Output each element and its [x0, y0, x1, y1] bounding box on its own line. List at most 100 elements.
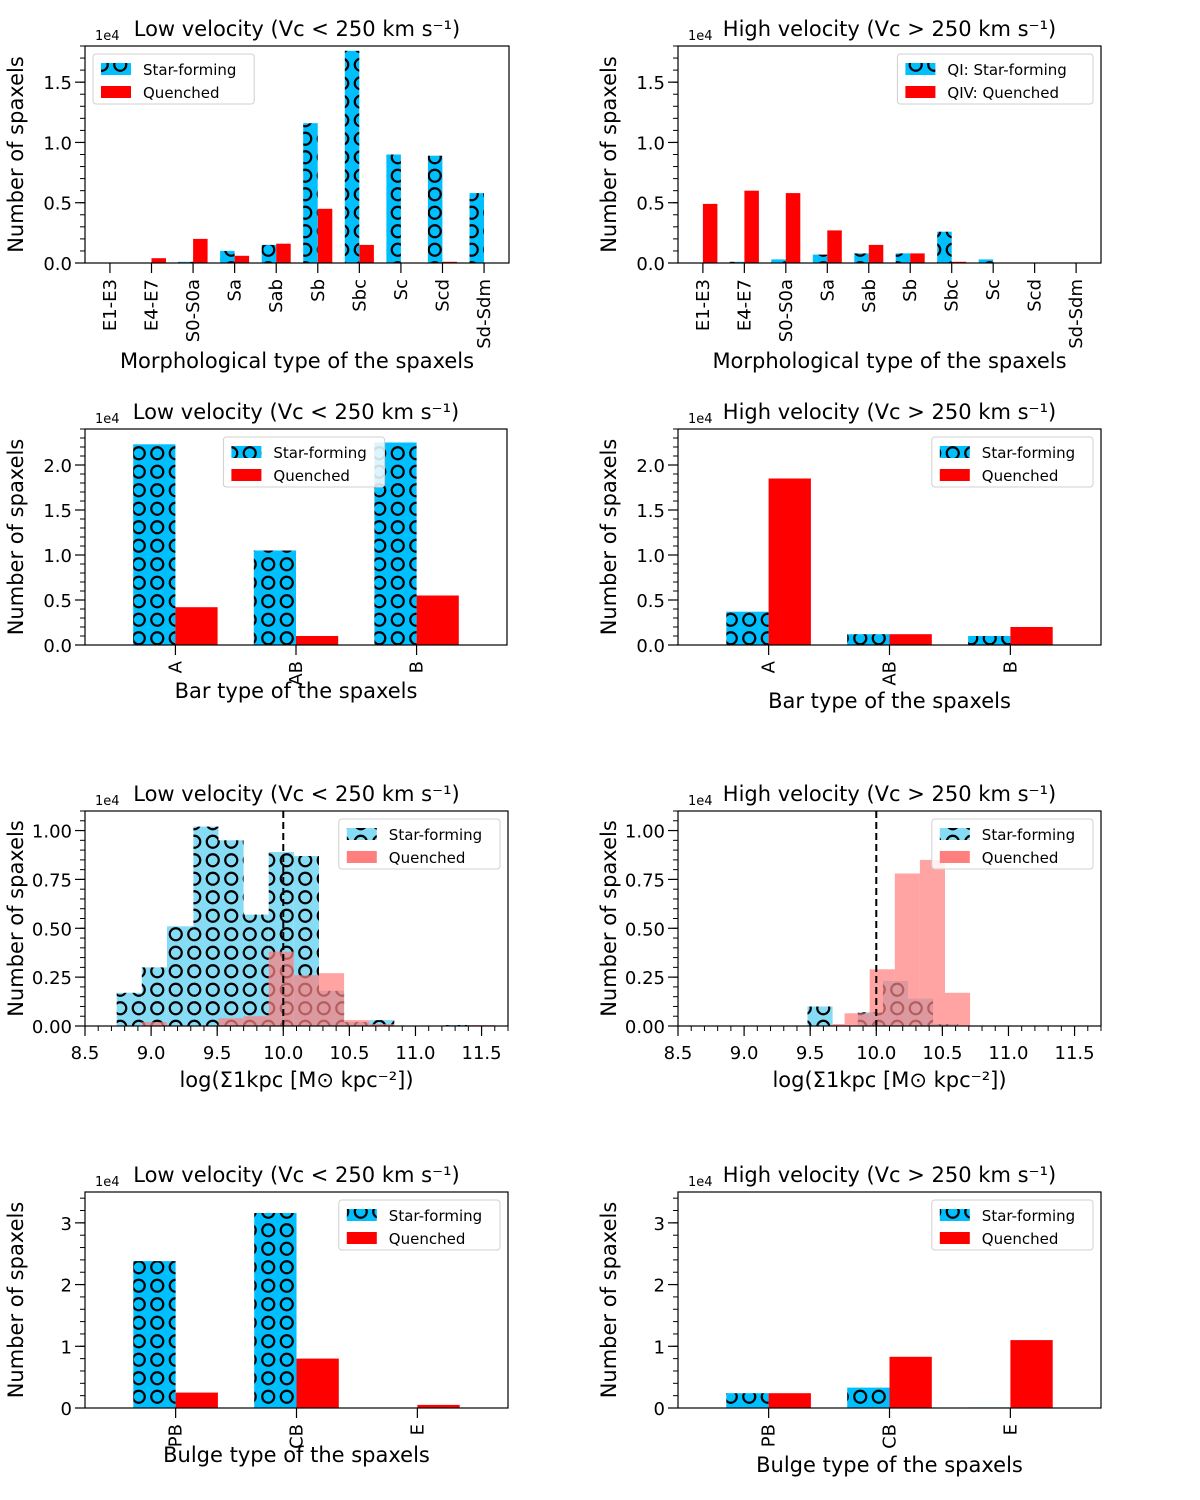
hist-bin-star-forming-10	[369, 1020, 395, 1026]
x-tick-label: 10.0	[263, 1043, 303, 1064]
legend-swatch-quenched	[346, 851, 377, 863]
y-tick-label: 0.5	[43, 591, 72, 612]
y-tick-label: 0.50	[32, 919, 72, 940]
panel-bulge-high: 0 1 2 3 1e4 Number of spaxels PB CB E Bulge type …	[597, 1163, 1102, 1477]
x-axis-label: Bulge type of the spaxels	[163, 1443, 430, 1467]
chart-title: High velocity (Vc > 250 km s⁻¹)	[723, 17, 1056, 41]
bar-quenched-AB	[889, 634, 932, 645]
bar-quenched-Sb	[317, 208, 333, 264]
bar-quenched-E	[417, 1404, 460, 1408]
x-tick-label: E1-E3	[100, 279, 121, 331]
y-tick-label: 1.5	[43, 501, 72, 522]
x-tick-label: 11.5	[462, 1043, 502, 1064]
bar-star-forming-E4-E7	[729, 261, 745, 263]
bar-star-forming-Sab	[854, 253, 869, 263]
x-axis: E1-E3 E4-E7 S0-S0a Sa Sab Sb Sbc Sc Scd Sd-SdmMor…	[100, 263, 495, 373]
bar-star-forming-Sa	[812, 254, 828, 263]
bar-quenched-PB	[175, 1392, 218, 1408]
y-tick-label: 0.0	[43, 254, 72, 275]
y-axis-label: Number of spaxels	[4, 820, 28, 1017]
legend-swatch-star-forming	[939, 828, 970, 840]
y-axis-label: Number of spaxels	[4, 56, 28, 253]
y-axis-label: Number of spaxels	[597, 56, 621, 253]
bar-star-forming-A	[726, 611, 769, 645]
y-axis: 0.0 0.5 1.0 1.5 1e4 Number of spaxels	[597, 29, 713, 275]
chart-title: Low velocity (Vc < 250 km s⁻¹)	[133, 400, 460, 424]
y-tick-label: 1.00	[32, 822, 72, 843]
bar-star-forming-Sb	[303, 123, 318, 263]
y-tick-label: 1.0	[43, 133, 72, 154]
y-tick-label: 0.0	[636, 254, 665, 275]
x-tick-label: E4-E7	[142, 279, 163, 331]
panel-morph-high: 0.0 0.5 1.0 1.5 1e4 Number of spaxels E1-E3 E4-…	[597, 17, 1102, 373]
y-tick-label: 0.25	[32, 968, 72, 989]
bar-star-forming-S0-S0a	[178, 261, 193, 263]
y-tick-label: 0.00	[32, 1017, 72, 1038]
legend-swatch-star-forming	[939, 1209, 970, 1221]
legend: Star-forming Quenched	[92, 53, 255, 105]
bar-quenched-Sab	[868, 244, 884, 263]
plot-area	[133, 1213, 460, 1408]
bar-quenched-A	[175, 607, 218, 645]
chart-title: Low velocity (Vc < 250 km s⁻¹)	[133, 782, 460, 806]
legend-swatch-quenched	[905, 86, 936, 98]
legend-label: Quenched	[273, 467, 350, 485]
y-axis-label: Number of spaxels	[4, 1202, 28, 1399]
hist-bin-star-forming-0	[116, 992, 142, 1026]
bar-quenched-Sbc	[951, 261, 967, 263]
legend-swatch-star-forming	[101, 63, 131, 75]
y-multiplier: 1e4	[688, 794, 713, 809]
legend-box	[931, 436, 1094, 488]
chart-title: High velocity (Vc > 250 km s⁻¹)	[723, 1163, 1056, 1187]
x-tick-label: A	[759, 660, 780, 673]
x-tick-label: E	[1000, 1424, 1021, 1435]
legend-box	[931, 1199, 1094, 1251]
legend-swatch-quenched	[939, 469, 970, 481]
legend-swatch-quenched	[939, 851, 970, 863]
bar-quenched-E	[1010, 1340, 1053, 1408]
x-tick-label: 10.0	[856, 1043, 896, 1064]
legend-label: QI: Star-forming	[947, 61, 1066, 79]
hist-bin-quenched-3	[894, 873, 920, 1026]
legend-box	[338, 1199, 501, 1251]
bar-quenched-B	[416, 595, 459, 645]
y-tick-label: 0.0	[636, 636, 665, 657]
legend-swatch-quenched	[101, 86, 131, 98]
bar-quenched-E1-E3	[702, 203, 718, 263]
legend-swatch-star-forming	[905, 63, 936, 75]
legend-label: Star-forming	[982, 444, 1075, 462]
y-tick-label: 0.00	[625, 1017, 665, 1038]
legend-label: Quenched	[982, 1230, 1059, 1248]
y-axis: 0 1 2 3 1e4 Number of spaxels	[597, 1175, 713, 1420]
panel-bulge-low: 0 1 2 3 1e4 Number of spaxels PB CB E Bulge type …	[4, 1163, 509, 1467]
chart-title: Low velocity (Vc < 250 km s⁻¹)	[133, 1163, 460, 1187]
bar-quenched-E4-E7	[151, 258, 166, 263]
x-tick-label: B	[407, 661, 428, 673]
hist-bin-quenched-7	[319, 973, 345, 1026]
x-tick-label: CB	[287, 1424, 308, 1449]
legend: Star-forming Quenched	[931, 436, 1094, 488]
x-tick-label: A	[165, 660, 186, 673]
hist-bin-star-forming-5	[243, 914, 269, 1026]
bar-star-forming-Sab	[261, 244, 277, 263]
legend-swatch-star-forming	[346, 828, 377, 840]
bar-star-forming-PB	[133, 1261, 176, 1408]
y-tick-label: 1	[61, 1337, 72, 1358]
y-multiplier: 1e4	[688, 29, 713, 44]
y-tick-label: 1.00	[625, 822, 665, 843]
legend: Star-forming Quenched	[931, 1199, 1094, 1251]
hist-bin-quenched-1	[844, 1013, 870, 1026]
y-tick-label: 0.50	[625, 919, 665, 940]
x-tick-label: Sab	[266, 279, 287, 313]
legend-swatch-star-forming	[939, 446, 970, 458]
bar-star-forming-Sd-Sdm	[469, 193, 484, 263]
x-tick-label: 9.0	[137, 1043, 166, 1064]
y-axis: 0 1 2 3 1e4 Number of spaxels	[4, 1175, 120, 1420]
y-axis-label: Number of spaxels	[4, 439, 28, 636]
bar-star-forming-Sbc	[937, 231, 952, 263]
bar-star-forming-CB	[254, 1213, 297, 1408]
legend-swatch-quenched	[939, 1232, 970, 1244]
legend: Star-forming Quenched	[931, 818, 1094, 870]
y-axis: 0.00 0.25 0.50 0.75 1.00 1e4 Number of spaxels	[4, 794, 120, 1038]
